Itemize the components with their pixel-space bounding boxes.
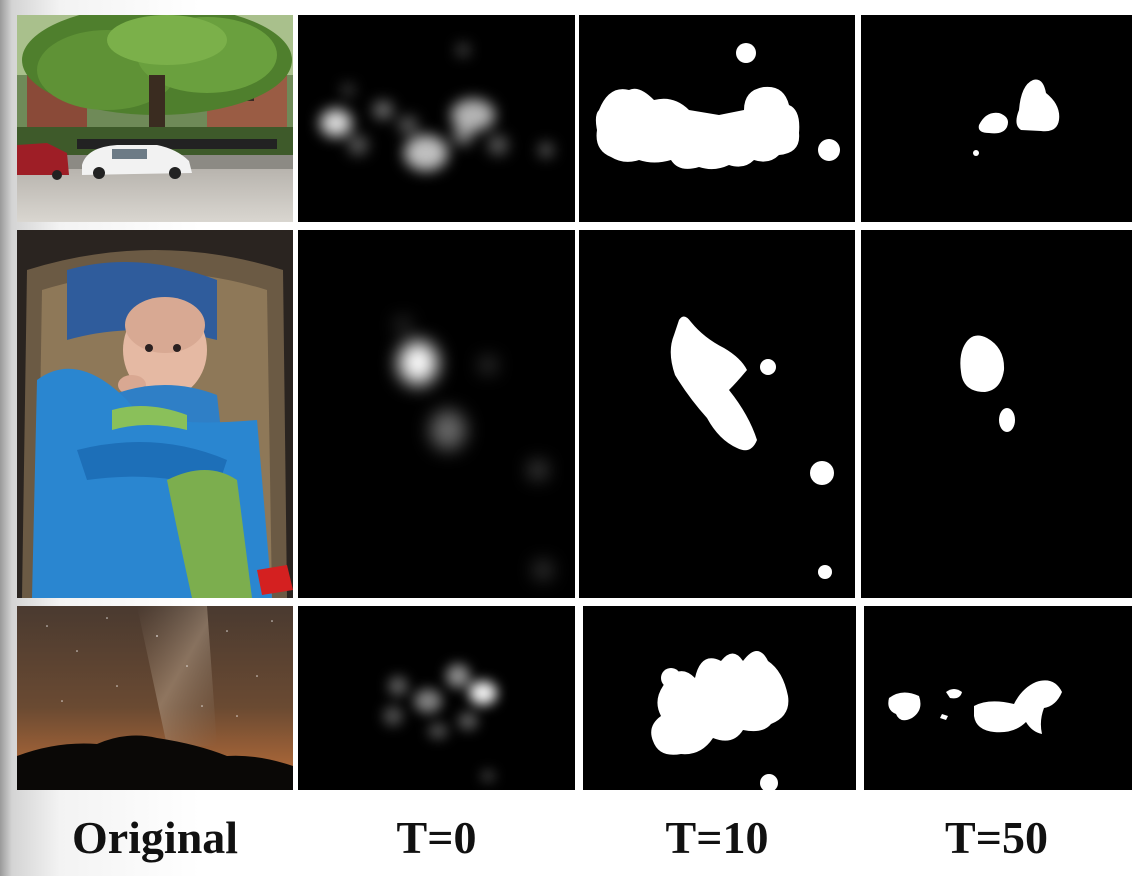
column-label-original: Original [71, 812, 239, 863]
binary-mask-baby-t50 [861, 230, 1132, 598]
binary-mask-street-t10 [579, 15, 855, 222]
original-street-photo [17, 15, 293, 222]
binary-mask-baby-t10 [579, 230, 855, 598]
saliency-map-night-sky-t0 [298, 606, 575, 790]
saliency-map-street-t0 [298, 15, 575, 222]
binary-mask-street-t50 [861, 15, 1132, 222]
original-night-sky-photo [17, 606, 293, 790]
column-label-t10: T=10 [665, 812, 769, 863]
binary-mask-night-sky-t10 [583, 606, 856, 790]
saliency-map-baby-t0 [298, 230, 575, 598]
column-label-t50: T=50 [945, 812, 1048, 863]
original-baby-photo [17, 230, 293, 598]
column-label-t0: T=0 [396, 812, 477, 863]
binary-mask-night-sky-t50 [864, 606, 1132, 790]
